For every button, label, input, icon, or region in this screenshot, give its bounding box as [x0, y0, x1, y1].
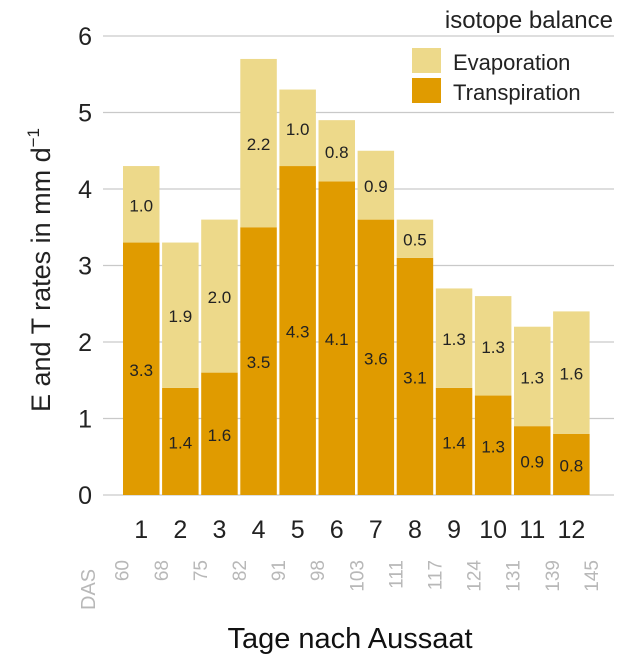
- bar-evaporation: [357, 150, 395, 220]
- bar-transpiration: [435, 387, 473, 495]
- das-tick-label: 139: [543, 560, 564, 592]
- legend-title: isotope balance: [445, 7, 613, 34]
- x-tick-label: 10: [479, 516, 507, 544]
- das-tick-label: 117: [426, 560, 447, 590]
- x-tick-label: 7: [369, 516, 383, 544]
- x-tick-label: 8: [408, 516, 422, 544]
- bar-label-transpiration: 4.3: [286, 323, 310, 342]
- bar-label-transpiration: 3.5: [247, 353, 271, 372]
- x-tick-label: 6: [330, 516, 344, 544]
- bar-label-evaporation: 1.3: [442, 330, 466, 349]
- bar-evaporation: [318, 120, 355, 182]
- legend-label-transpiration: Transpiration: [453, 80, 581, 105]
- y-tick-label: 0: [78, 482, 92, 510]
- x-tick-labels: 1 2 3 4 5 6 7 8 9 10 11 12: [134, 516, 585, 544]
- bar-transpiration: [396, 257, 434, 495]
- das-tick-label: 145: [582, 560, 603, 592]
- bar-label-evaporation: 1.9: [169, 307, 193, 326]
- bar-evaporation: [474, 296, 512, 396]
- bar-label-evaporation: 1.0: [286, 120, 310, 139]
- y-tick-label: 6: [78, 23, 92, 51]
- x-tick-label: 5: [291, 516, 305, 544]
- bar-label-evaporation: 2.0: [208, 288, 232, 307]
- das-tick-label: 124: [465, 560, 486, 592]
- y-tick-label: 1: [78, 406, 92, 434]
- bar-label-transpiration: 1.4: [442, 433, 466, 452]
- y-tick-labels: 0 1 2 3 4 5 6: [78, 23, 92, 510]
- bar-label-evaporation: 0.5: [403, 231, 427, 250]
- bar-evaporation: [162, 242, 199, 388]
- y-axis-label-superscript: −1: [24, 128, 43, 147]
- y-axis-label: E and T rates in mm d−1: [24, 128, 56, 412]
- bar-transpiration: [474, 395, 512, 495]
- x-tick-label: 3: [212, 516, 226, 544]
- bar-transpiration: [162, 387, 199, 495]
- y-tick-label: 4: [78, 176, 92, 204]
- bar-label-evaporation: 1.3: [520, 368, 544, 387]
- bar-transpiration: [240, 227, 277, 495]
- bar-evaporation: [123, 166, 160, 243]
- bar-evaporation: [201, 219, 238, 373]
- bar-transpiration: [201, 372, 238, 495]
- bar-transpiration: [357, 219, 395, 495]
- bar-label-transpiration: 3.1: [403, 368, 427, 387]
- bar-label-transpiration: 3.6: [364, 349, 388, 368]
- bar-value-labels: 3.3 1.0 1.4 1.9 1.6 2.0 3.5 2.2 4.3 1.0 4.1 0.8 3.6 0…: [129, 120, 583, 476]
- bar-transpiration: [514, 426, 551, 495]
- bar-label-transpiration: 1.4: [169, 433, 193, 452]
- y-tick-label: 5: [78, 100, 92, 128]
- bar-evaporation: [396, 219, 434, 258]
- das-tick-label: 103: [347, 560, 368, 592]
- x-tick-label: 1: [134, 516, 148, 544]
- bar-transpiration: [553, 433, 590, 495]
- y-tick-label: 3: [78, 253, 92, 281]
- das-label: DAS: [78, 569, 100, 610]
- bar-transpiration: [318, 181, 355, 495]
- bar-evaporation: [279, 89, 316, 167]
- bar-label-transpiration: 1.6: [208, 426, 232, 445]
- bar-label-evaporation: 2.2: [247, 135, 271, 154]
- das-tick-label: 68: [152, 560, 173, 581]
- bar-transpiration: [279, 166, 316, 496]
- bar-evaporation: [240, 58, 277, 228]
- bar-label-evaporation: 1.6: [560, 365, 584, 384]
- das-tick-label: 75: [191, 560, 212, 581]
- bar-label-transpiration: 1.3: [481, 437, 505, 456]
- bar-evaporation: [435, 288, 473, 388]
- bar-label-transpiration: 0.9: [520, 453, 544, 472]
- bar-transpiration: [123, 242, 160, 495]
- x-tick-label: 2: [173, 516, 187, 544]
- bar-label-evaporation: 1.0: [129, 196, 153, 215]
- das-tick-label: 131: [504, 560, 525, 592]
- das-tick-label: 98: [308, 560, 329, 581]
- das-tick-label: 111: [386, 560, 407, 589]
- legend-swatch-transpiration: [412, 78, 441, 103]
- bar-label-evaporation: 0.8: [325, 143, 349, 162]
- das-tick-label: 60: [113, 560, 134, 581]
- das-tick-label: 82: [230, 560, 251, 581]
- x-axis-label: Tage nach Aussaat: [227, 623, 472, 655]
- legend: isotope balance Evaporation Transpiratio…: [412, 7, 613, 105]
- bars: [123, 58, 590, 496]
- legend-label-evaporation: Evaporation: [453, 50, 570, 75]
- y-tick-label: 2: [78, 329, 92, 357]
- x-tick-label: 9: [447, 516, 461, 544]
- y-axis-label-text: E and T rates in mm d: [26, 147, 56, 412]
- x-tick-label: 11: [519, 516, 545, 544]
- das-tick-label: 91: [269, 560, 290, 581]
- bar-label-evaporation: 1.3: [481, 338, 505, 357]
- bar-label-transpiration: 0.8: [560, 456, 584, 475]
- das-tick-labels: 60 68 75 82 91 98 103 111 117 124 131 139 145: [113, 560, 603, 592]
- bar-label-transpiration: 3.3: [129, 361, 153, 380]
- legend-swatch-evaporation: [412, 48, 441, 73]
- bar-evaporation: [553, 311, 590, 434]
- x-tick-label: 4: [252, 516, 266, 544]
- bar-label-transpiration: 4.1: [325, 330, 349, 349]
- bar-evaporation: [514, 326, 551, 427]
- bar-label-evaporation: 0.9: [364, 177, 388, 196]
- x-tick-label: 12: [557, 516, 585, 544]
